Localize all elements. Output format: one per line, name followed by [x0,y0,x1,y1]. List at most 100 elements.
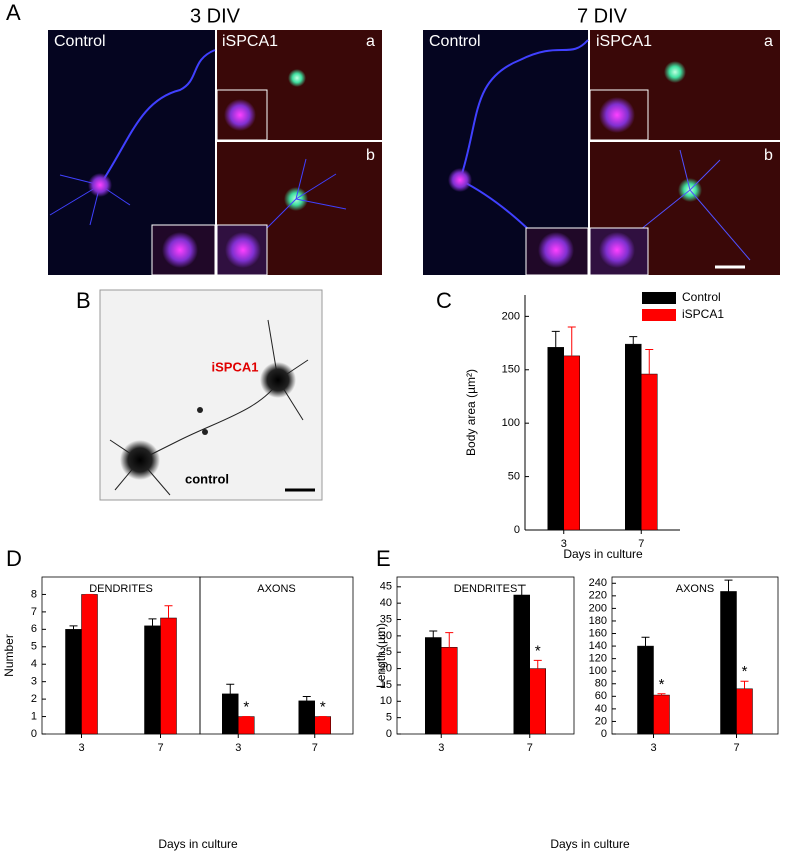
micrographs [48,30,780,501]
y-tick-label: 200 [589,602,607,614]
x-axis-label: Days in culture [563,547,643,561]
x-tick-label: 7 [638,538,644,550]
error-bar [533,659,542,669]
y-axis-label: Number [2,634,16,677]
image-label: Control [429,33,481,50]
y-tick-label: 0 [601,728,607,740]
bar [653,694,670,735]
y-tick-label: 220 [589,590,607,602]
y-tick-label: 80 [595,678,607,690]
y-tick-label: 240 [589,577,607,589]
plot-frame [396,576,575,735]
significance: * [742,663,748,680]
legend-label: Control [682,290,721,304]
y-tick-label: 60 [595,690,607,702]
y-tick-label: 15 [380,679,392,691]
y-tick-label: 150 [502,364,520,376]
error-bar [641,636,650,647]
x-tick-label: 3 [561,538,567,550]
y-tick-label: 5 [386,712,392,724]
y-tick-label: 8 [31,588,37,600]
bar [238,716,255,735]
subtitle: AXONS [676,583,715,595]
bar [637,645,654,735]
y-tick-label: 20 [595,715,607,727]
plot-frame [199,576,354,735]
subtitle: DENDRITES [454,583,518,595]
bar [529,668,546,735]
y-tick-label: 180 [589,615,607,627]
image-label: iSPCA1 [222,33,278,50]
error-bar [445,632,454,648]
x-axis-label: Days in culture [158,837,238,851]
error-bar [724,579,733,592]
error-bar [164,605,173,618]
significance: * [535,642,541,659]
error-bar [69,625,78,630]
error-bar [148,618,157,626]
bar [720,591,737,735]
bar [641,373,658,531]
bar [425,637,442,735]
bar [81,594,98,735]
image-label: iSPCA1 [596,33,652,50]
error-bar [629,336,638,345]
bar [625,343,642,531]
y-tick-label: 5 [31,641,37,653]
y-tick-label: 40 [595,703,607,715]
y-tick-label: 160 [589,627,607,639]
labels: A B C D E 3 DIV 7 DIV Control iSPCA1 a b… [6,0,773,571]
y-tick-label: 25 [380,646,392,658]
subtitle: DENDRITES [89,583,153,595]
bar [563,355,580,531]
y-tick-label: 0 [386,728,392,740]
y-tick-label: 30 [380,630,392,642]
y-tick-label: 7 [31,606,37,618]
bar [547,347,564,531]
panel-label: B [76,288,91,313]
x-axis-label: Days in culture [550,837,630,851]
x-tick-label: 3 [438,742,444,754]
y-tick-label: 1 [31,710,37,722]
y-tick-label: 10 [380,695,392,707]
error-bar [567,326,576,356]
significance: * [320,699,326,716]
error-bar [302,695,311,701]
image-label: a [764,33,773,50]
y-tick-label: 100 [502,417,520,429]
x-tick-label: 7 [527,742,533,754]
x-tick-label: 3 [235,742,241,754]
bar [144,625,161,735]
y-tick-label: 120 [589,653,607,665]
y-tick-label: 6 [31,623,37,635]
error-bar [645,348,654,375]
error-bar [551,330,560,348]
bar [736,688,753,735]
y-tick-label: 50 [508,470,520,482]
image-label: b [764,147,773,164]
bar [441,647,458,735]
x-tick-label: 7 [733,742,739,754]
legend-swatch [642,292,676,304]
y-tick-label: 100 [589,665,607,677]
x-tick-label: 7 [312,742,318,754]
panel-label: E [376,546,391,571]
error-bar [657,693,666,696]
bar [222,693,239,735]
y-tick-label: 0 [514,524,520,536]
y-tick-label: 200 [502,310,520,322]
plot-frame [611,576,779,735]
legend-swatch [642,309,676,321]
bar [160,617,177,735]
y-tick-label: 3 [31,676,37,688]
bar [513,594,530,735]
error-bar [517,584,526,595]
legend-label: iSPCA1 [682,307,724,321]
image-label: control [185,471,229,486]
error-bar [429,630,438,638]
significance: * [659,676,665,693]
y-tick-label: 0 [31,728,37,740]
condition: 7 DIV [577,5,628,27]
panel-label: C [436,288,452,313]
